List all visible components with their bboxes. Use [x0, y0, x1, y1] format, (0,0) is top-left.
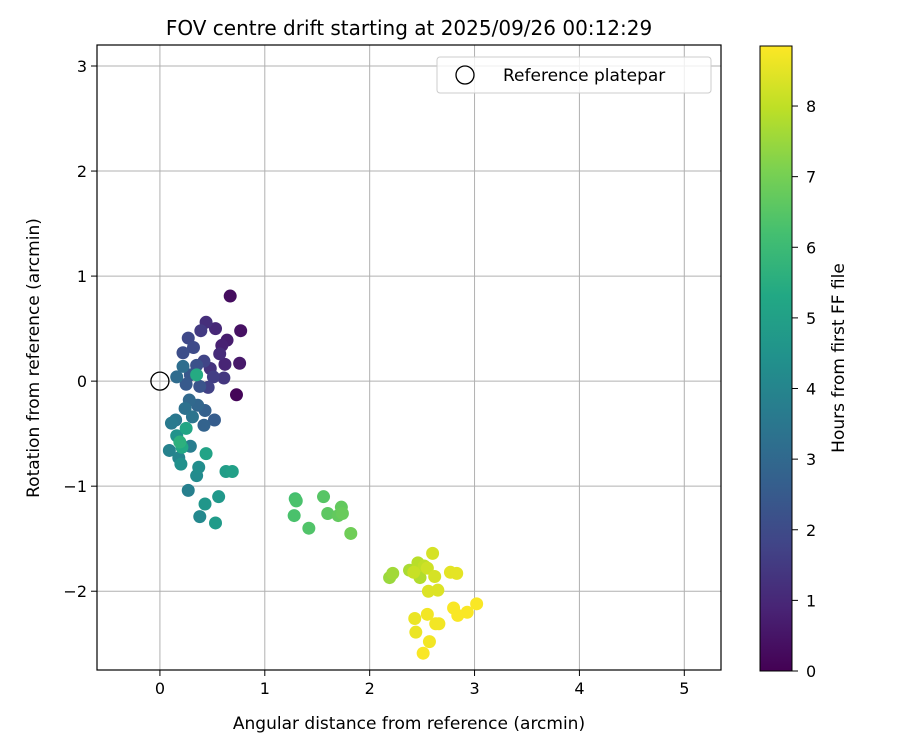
data-point [470, 597, 484, 611]
data-point [428, 570, 442, 584]
data-point [317, 490, 331, 504]
x-tick-label: 4 [574, 679, 584, 698]
data-point [421, 584, 435, 598]
y-tick-label: 2 [77, 162, 87, 181]
data-point [170, 370, 184, 384]
data-point [225, 464, 239, 478]
data-point [408, 612, 422, 626]
data-point [207, 413, 221, 427]
data-point [176, 346, 190, 360]
grid [97, 45, 721, 670]
data-point [407, 565, 421, 579]
data-point [431, 583, 445, 597]
data-point [181, 331, 195, 345]
data-point [193, 379, 207, 393]
colorbar-gradient [759, 45, 793, 672]
data-point [426, 546, 440, 560]
x-tick-label: 1 [260, 679, 270, 698]
data-point [164, 416, 178, 430]
colorbar-tick-label: 6 [806, 238, 816, 257]
data-point [206, 370, 220, 384]
chart-title: FOV centre drift starting at 2025/09/26 … [166, 16, 652, 40]
colorbar-tick-label: 8 [806, 97, 816, 116]
data-point [190, 368, 204, 382]
y-axis-label: Rotation from reference (arcmin) [24, 218, 44, 498]
x-tick-label: 3 [469, 679, 479, 698]
data-point [199, 447, 213, 461]
colorbar-tick-label: 3 [806, 450, 816, 469]
data-point [179, 377, 193, 391]
legend-box [436, 56, 712, 94]
y-tick-label: 1 [77, 267, 87, 286]
reference-platepar-marker [150, 371, 170, 391]
x-axis-ticks: 0 1 2 3 4 5 [155, 670, 689, 698]
x-tick-label: 2 [365, 679, 375, 698]
colorbar-label: Hours from first FF file [829, 263, 849, 453]
data-point [186, 341, 200, 355]
data-point [420, 607, 434, 621]
colorbar-tick-label: 5 [806, 309, 816, 328]
data-point [409, 625, 423, 639]
data-point [287, 509, 301, 523]
data-points [162, 289, 484, 660]
x-tick-label: 0 [155, 679, 165, 698]
data-point [302, 521, 316, 535]
data-point [344, 526, 358, 540]
colorbar: 0 1 2 3 4 5 6 7 8 Hours from first FF file [759, 45, 849, 681]
colorbar-tick-label: 0 [806, 662, 816, 681]
data-point [335, 506, 349, 520]
legend-marker [455, 65, 475, 85]
data-point [422, 635, 436, 649]
data-point [178, 401, 192, 415]
colorbar-tick-label: 4 [806, 380, 816, 399]
data-point [190, 358, 204, 372]
data-point [217, 371, 231, 385]
colorbar-tick-label: 1 [806, 591, 816, 610]
data-point [321, 506, 335, 520]
y-tick-label: −1 [63, 477, 87, 496]
data-point [289, 494, 303, 508]
data-point [229, 388, 243, 402]
data-point [193, 510, 207, 524]
legend-entry: Reference platepar [503, 66, 665, 86]
x-axis-label: Angular distance from reference (arcmin) [233, 714, 585, 734]
x-tick-label: 5 [679, 679, 689, 698]
data-point [174, 457, 188, 471]
y-tick-label: 3 [77, 57, 87, 76]
data-point [194, 324, 208, 338]
colorbar-tick-label: 7 [806, 168, 816, 187]
data-point [192, 460, 206, 474]
data-point [197, 418, 211, 432]
plot-frame [96, 44, 722, 671]
y-axis-ticks: −2 −1 0 1 2 3 [63, 57, 97, 601]
data-point [173, 435, 187, 449]
y-tick-label: 0 [77, 372, 87, 391]
colorbar-ticks: 0 1 2 3 4 5 6 7 8 [792, 97, 816, 681]
data-point [198, 497, 212, 511]
data-point [179, 421, 193, 435]
data-point [185, 410, 199, 424]
data-point [420, 561, 434, 575]
legend: Reference platepar [436, 56, 712, 94]
data-point [213, 347, 227, 361]
data-point [450, 566, 464, 580]
data-point [209, 516, 223, 530]
data-point [162, 443, 176, 457]
data-point [460, 605, 474, 619]
data-point [416, 646, 430, 660]
data-point [234, 324, 248, 338]
data-point [233, 356, 247, 370]
data-point [223, 289, 237, 303]
data-point [176, 359, 190, 373]
data-point [386, 566, 400, 580]
data-point [209, 322, 223, 336]
colorbar-tick-label: 2 [806, 521, 816, 540]
data-point [181, 483, 195, 497]
data-point [432, 617, 446, 631]
data-point [218, 357, 232, 371]
y-tick-label: −2 [63, 582, 87, 601]
data-point [212, 490, 226, 504]
